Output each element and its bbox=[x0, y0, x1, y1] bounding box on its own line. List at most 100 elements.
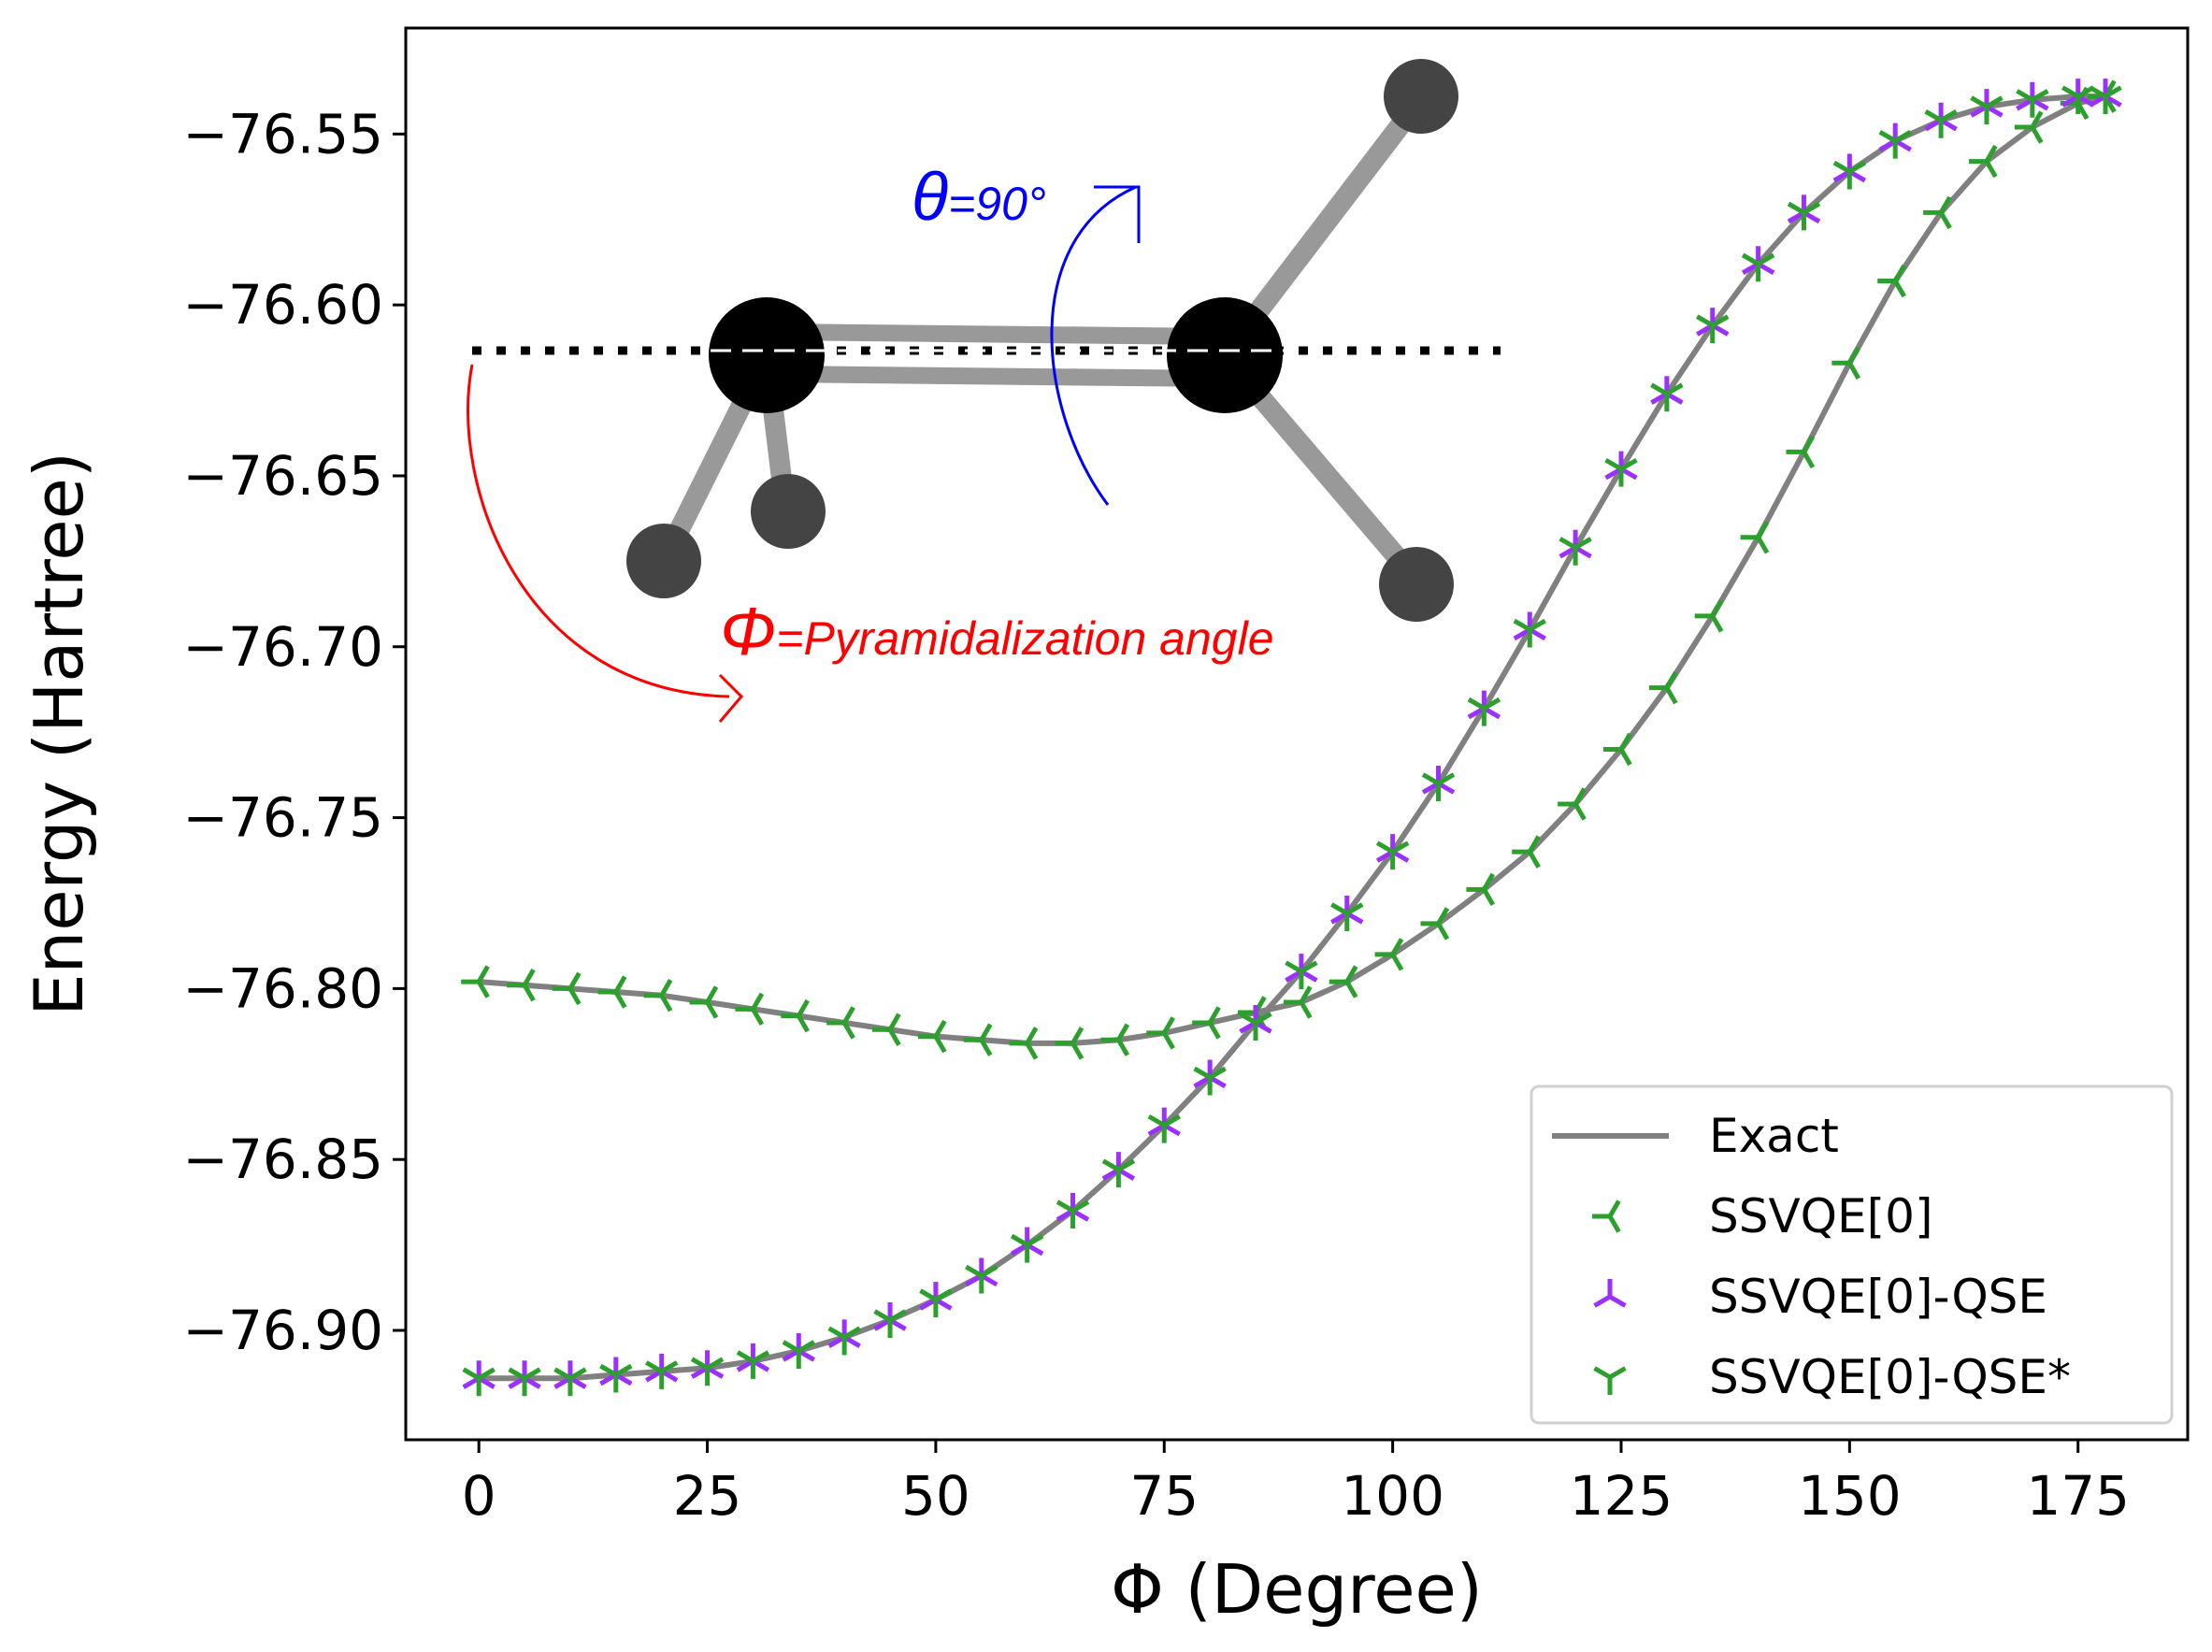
data-point bbox=[643, 978, 673, 1013]
data-point bbox=[1741, 246, 1775, 275]
data-point bbox=[1650, 382, 1684, 412]
data-point bbox=[1009, 1027, 1039, 1060]
data-point bbox=[1375, 834, 1410, 863]
data-point bbox=[1831, 346, 1861, 381]
data-point bbox=[735, 992, 765, 1027]
phi-text: =Pyramidalization angle bbox=[776, 612, 1273, 665]
theta-label: θ=90° bbox=[912, 160, 1046, 235]
data-point bbox=[1970, 89, 2004, 118]
x-tick-label: 75 bbox=[1129, 1464, 1199, 1528]
legend-label: SSVQE[0] bbox=[1709, 1189, 1932, 1243]
data-point bbox=[782, 1340, 816, 1369]
data-point bbox=[1147, 1107, 1181, 1137]
data-point bbox=[508, 1367, 541, 1397]
data-point bbox=[644, 1360, 679, 1389]
data-point bbox=[1056, 1199, 1090, 1229]
data-point bbox=[873, 1302, 907, 1331]
y-tick-label: −76.65 bbox=[182, 444, 383, 508]
y-axis-title: Energy (Hartree) bbox=[20, 452, 98, 1016]
x-axis-title: Φ (Degree) bbox=[1111, 1550, 1483, 1629]
data-point bbox=[690, 1350, 725, 1379]
data-point bbox=[1968, 144, 1998, 179]
data-point bbox=[1330, 902, 1364, 931]
x-tick-label: 25 bbox=[673, 1464, 742, 1528]
x-tick-label: 150 bbox=[1798, 1464, 1902, 1528]
data-point bbox=[1741, 252, 1775, 282]
y-tick-label: −76.70 bbox=[182, 615, 383, 679]
data-point bbox=[2016, 81, 2049, 111]
data-point bbox=[919, 1282, 953, 1311]
data-point bbox=[1374, 938, 1404, 971]
data-point bbox=[2016, 89, 2049, 118]
data-point bbox=[552, 971, 582, 1006]
theta-arrowhead bbox=[1094, 185, 1141, 243]
legend-box bbox=[1530, 1085, 2174, 1425]
data-point bbox=[1558, 787, 1587, 821]
data-point bbox=[1832, 153, 1867, 183]
data-point bbox=[1740, 521, 1770, 554]
data-point bbox=[872, 1013, 901, 1046]
data-point bbox=[1878, 122, 1912, 152]
data-point bbox=[1193, 1066, 1227, 1096]
y-tick-label: −76.80 bbox=[182, 956, 383, 1020]
data-point bbox=[1602, 732, 1632, 767]
data-point bbox=[689, 985, 719, 1019]
axis-ticks: 0 25 50 75 100 125 150 175 −76.55 −76.60 −76.65 −76… bbox=[182, 102, 2130, 1528]
data-point bbox=[2089, 79, 2122, 108]
data-point bbox=[1010, 1233, 1044, 1263]
double-bond-top bbox=[770, 323, 1221, 345]
data-point bbox=[827, 1319, 861, 1348]
data-point bbox=[462, 1360, 496, 1389]
y-tick-label: −76.55 bbox=[182, 102, 383, 165]
phi-angle-arrow bbox=[467, 364, 730, 698]
hydrogen-atom bbox=[626, 524, 701, 598]
series-3 bbox=[462, 85, 2122, 1397]
data-point bbox=[1877, 264, 1906, 298]
data-point bbox=[1285, 954, 1318, 983]
y-tick-label: −76.85 bbox=[182, 1128, 383, 1191]
data-point bbox=[1192, 1006, 1221, 1040]
data-point bbox=[1787, 194, 1821, 224]
y-tick-label: −76.75 bbox=[182, 786, 383, 850]
data-point bbox=[1100, 1023, 1130, 1056]
data-point bbox=[1101, 1152, 1136, 1181]
data-point bbox=[1146, 1016, 1175, 1050]
data-point bbox=[599, 1357, 633, 1386]
data-point bbox=[1055, 1027, 1084, 1060]
data-point bbox=[1558, 529, 1592, 559]
molecule-illustration: θ=90° Φ=Pyramidalization angle bbox=[467, 59, 1501, 723]
x-tick-label: 125 bbox=[1570, 1464, 1673, 1528]
data-point bbox=[1558, 537, 1592, 566]
y-tick-label: −76.60 bbox=[182, 273, 383, 337]
x-tick-label: 0 bbox=[462, 1464, 496, 1528]
carbon-atom-left bbox=[709, 297, 825, 413]
data-point bbox=[644, 1353, 679, 1383]
data-point bbox=[1694, 599, 1724, 633]
data-point bbox=[1147, 1113, 1181, 1143]
data-point bbox=[1696, 308, 1730, 337]
phi-symbol: Φ bbox=[720, 595, 776, 669]
series-1 bbox=[461, 79, 2117, 1060]
data-point bbox=[553, 1360, 587, 1389]
data-point bbox=[1467, 690, 1501, 720]
data-point bbox=[2089, 85, 2122, 115]
data-point bbox=[461, 965, 490, 998]
legend-label: SSVQE[0]-QSE bbox=[1709, 1270, 2047, 1324]
legend-swatch bbox=[1592, 1199, 1621, 1233]
data-point bbox=[1924, 109, 1958, 138]
data-point bbox=[1924, 102, 1958, 132]
x-tick-label: 100 bbox=[1341, 1464, 1444, 1528]
data-series bbox=[461, 79, 2122, 1397]
data-point bbox=[1787, 201, 1821, 231]
data-point bbox=[919, 1288, 953, 1318]
data-point bbox=[1330, 895, 1364, 925]
data-point bbox=[1650, 376, 1684, 405]
data-point bbox=[1239, 1004, 1272, 1034]
data-point bbox=[1878, 129, 1912, 159]
data-point bbox=[917, 1019, 947, 1054]
data-point bbox=[1513, 611, 1546, 641]
data-point bbox=[1101, 1158, 1136, 1188]
data-point bbox=[1375, 840, 1410, 870]
data-point bbox=[508, 1360, 541, 1389]
